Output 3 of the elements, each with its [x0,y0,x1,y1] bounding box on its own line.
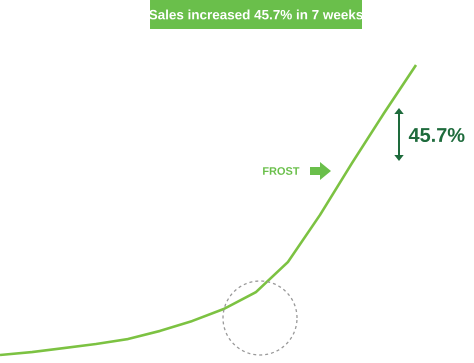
chart-title: Sales increased 45.7% in 7 weeks [149,10,363,20]
annotation: 45.7% [408,128,464,142]
annotation: FROST [263,167,300,175]
